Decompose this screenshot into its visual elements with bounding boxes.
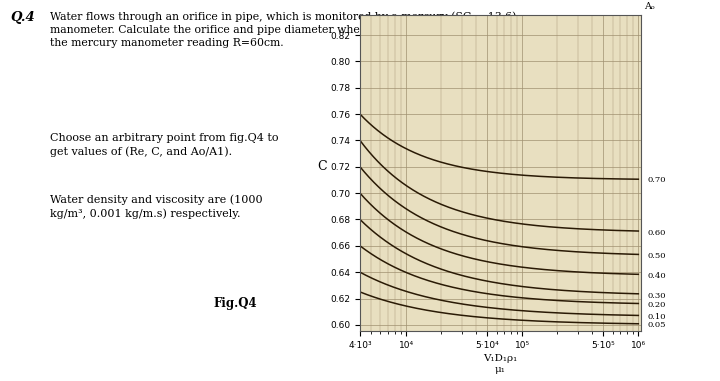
Text: Water flows through an orifice in pipe, which is monitored by a mercury (SG = 13: Water flows through an orifice in pipe, … [50, 11, 558, 48]
Text: 0.20: 0.20 [648, 301, 667, 309]
Text: 0.05: 0.05 [648, 321, 667, 329]
Y-axis label: C: C [317, 160, 327, 173]
Text: 0.60: 0.60 [648, 229, 667, 237]
Text: 0.50: 0.50 [648, 252, 667, 260]
Text: Q.4: Q.4 [11, 11, 35, 24]
Text: Fig.Q4: Fig.Q4 [214, 297, 258, 310]
X-axis label: V₁D₁ρ₁
μ₁: V₁D₁ρ₁ μ₁ [483, 354, 518, 374]
Text: 0.70: 0.70 [648, 176, 667, 184]
Text: 0.40: 0.40 [648, 272, 667, 280]
Text: Choose an arbitrary point from fig.Q4 to
get values of (Re, C, and Ao/A1).: Choose an arbitrary point from fig.Q4 to… [50, 133, 279, 157]
Text: Water density and viscosity are (1000
kg/m³, 0.001 kg/m.s) respectively.: Water density and viscosity are (1000 kg… [50, 194, 263, 219]
Text: Aₒ: Aₒ [644, 2, 655, 11]
Text: 0.30: 0.30 [648, 292, 667, 300]
Text: 0.10: 0.10 [648, 313, 667, 321]
